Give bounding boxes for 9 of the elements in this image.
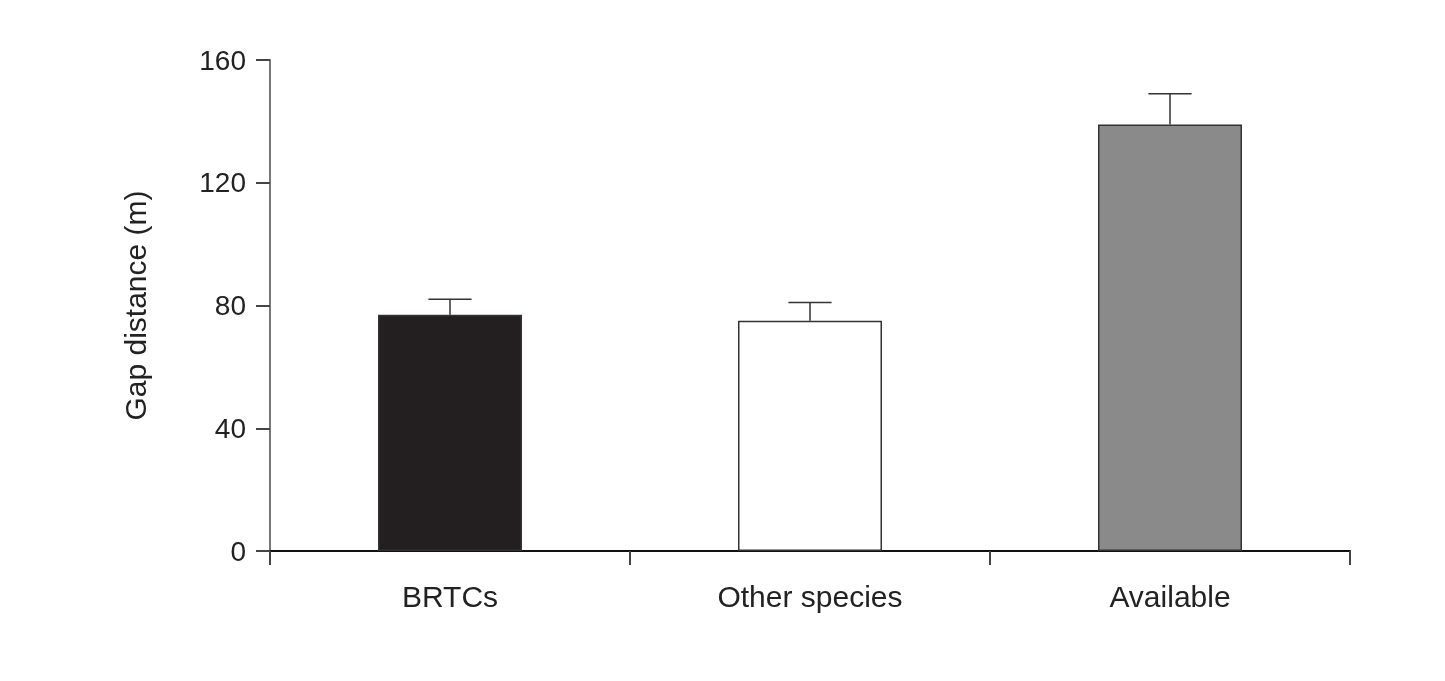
y-tick-label: 160 [199,44,246,76]
x-tick-label: Available [1109,579,1231,613]
y-tick-label: 40 [214,412,246,444]
y-axis-title: Gap distance (m) [118,190,152,421]
x-tick-label: BRTCs [401,579,499,613]
x-tick-label: Other species [717,579,903,613]
y-tick-label: 120 [199,167,246,199]
y-tick-label: 80 [214,290,246,321]
y-tick-label: 0 [230,535,246,567]
